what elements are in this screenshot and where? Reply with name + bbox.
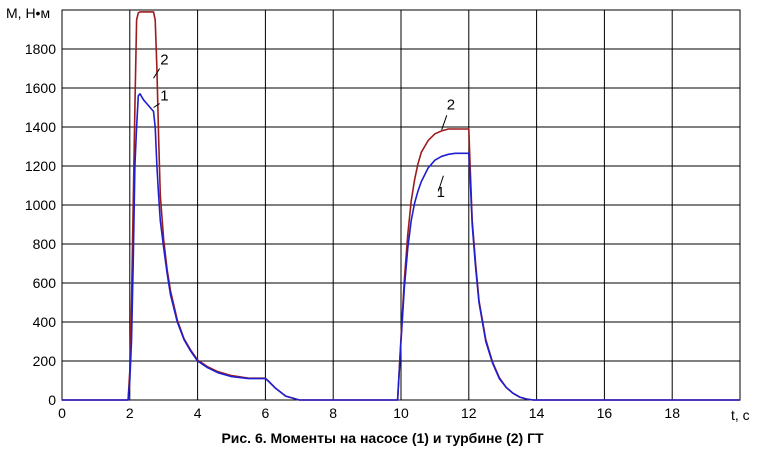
annotation-leader (437, 175, 444, 192)
y-tick-label: 800 (33, 236, 57, 252)
x-tick-labels: 0 2 4 6 8 10 12 14 16 18 (58, 405, 680, 421)
x-axis-label: t, c (731, 407, 750, 423)
y-tick-label: 200 (33, 353, 57, 369)
y-tick-label: 1200 (25, 158, 56, 174)
plot-frame (61, 9, 741, 401)
y-tick-label: 1800 (25, 41, 56, 57)
x-tick-label: 12 (461, 405, 477, 421)
x-tick-label: 6 (262, 405, 270, 421)
figure-caption: Рис. 6. Моменты на насосе (1) и турбине … (221, 430, 544, 446)
y-tick-label: 1400 (25, 119, 56, 135)
y-tick-label: 1000 (25, 197, 56, 213)
series-annotation-label: 2 (160, 52, 168, 69)
x-tick-label: 10 (393, 405, 409, 421)
x-tick-label: 2 (126, 405, 134, 421)
annotation-leader (153, 68, 161, 79)
series-annotation-label: 2 (447, 96, 455, 113)
annotation-leader (441, 115, 448, 131)
x-tick-label: 18 (664, 405, 680, 421)
y-tick-label: 1600 (25, 80, 56, 96)
y-tick-label: 400 (33, 314, 57, 330)
y-tick-labels: 0 200 400 600 800 1000 1200 1400 1600 1800 (25, 41, 56, 408)
series-annotation-label: 1 (437, 184, 445, 201)
y-tick-label: 600 (33, 275, 57, 291)
y-tick-label: 0 (48, 392, 56, 408)
annotations: 1 2 2 1 (153, 52, 455, 201)
series-annotation-label: 1 (160, 88, 168, 105)
y-axis-label: M, Н•м (6, 5, 50, 21)
x-tick-label: 8 (329, 405, 337, 421)
series-line-1 (62, 93, 740, 401)
annotation-leader (153, 103, 160, 108)
series-lines (62, 11, 740, 401)
x-tick-label: 16 (597, 405, 613, 421)
x-tick-label: 0 (58, 405, 66, 421)
x-tick-label: 4 (194, 405, 202, 421)
x-tick-label: 14 (529, 405, 545, 421)
